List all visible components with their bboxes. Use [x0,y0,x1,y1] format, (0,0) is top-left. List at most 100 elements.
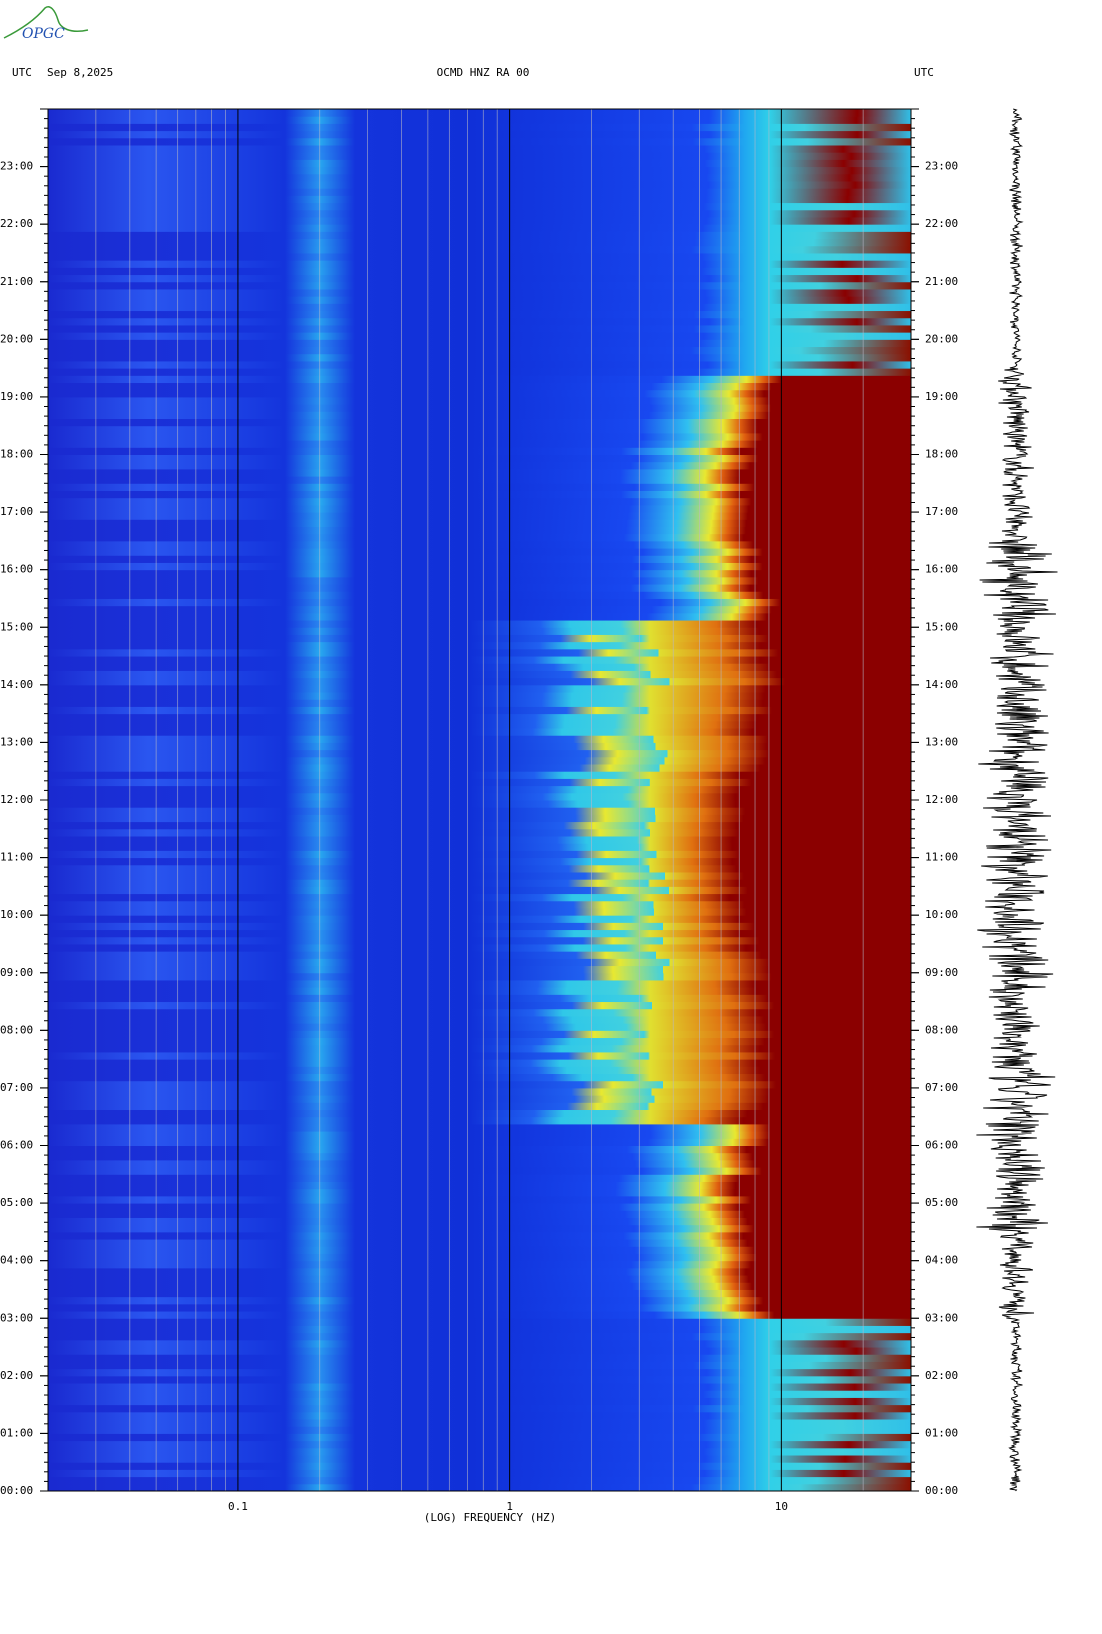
spectrogram-strip [48,720,911,729]
spectrogram-strip [48,1224,911,1233]
y-tick-label: 02:00 [925,1369,958,1382]
spectrogram-strip [48,548,911,556]
spectrogram-strip [48,821,911,830]
spectrogram-strip [48,1311,911,1319]
spectrogram-strip [48,389,911,398]
spectrogram-strip [48,677,911,686]
spectrogram-strip [48,360,911,369]
x-tick-label: 10 [775,1500,788,1513]
spectrogram-strip [48,922,911,931]
spectrogram-strip [48,1152,911,1161]
spectrogram-strip [48,195,911,204]
y-tick-label: 11:00 [925,851,958,864]
spectrogram-strip [48,656,911,664]
spectrogram-strip [48,807,911,815]
spectrogram-strip [48,1037,911,1046]
spectrogram-strip [48,576,911,585]
spectrogram-strip [48,1044,911,1053]
spectrogram-strip [48,857,911,866]
spectrogram-strip [48,332,911,340]
spectrogram-strip [48,915,911,923]
spectrogram-strip [48,1231,911,1240]
y-tick-label: 23:00 [925,160,958,173]
spectrogram-strip [48,850,911,859]
y-tick-label: 10:00 [925,908,958,921]
spectrogram-strip [48,173,911,182]
spectrogram-strip [48,1433,911,1442]
spectrogram-strip [48,907,911,916]
y-tick-label: 02:00 [0,1369,33,1382]
spectrogram-strip [48,828,911,837]
spectrogram-strip [48,1239,911,1247]
spectrogram-strip [48,533,911,542]
spectrogram-strip [48,684,911,693]
y-tick-label: 04:00 [0,1254,33,1267]
spectrogram-strip [48,972,911,981]
y-tick-label: 19:00 [0,390,33,403]
chart-title: OCMD HNZ RA 00 [437,66,530,79]
spectrogram-strip [48,260,911,268]
spectrogram-strip [48,159,911,168]
date: Sep 8,2025 [47,66,113,79]
spectrogram-strip [48,627,911,635]
y-tick-label: 23:00 [0,160,33,173]
spectrogram-strip [48,1087,911,1096]
spectrogram-strip [48,468,911,477]
spectrogram-strip [48,742,911,751]
spectrogram-strip [48,224,911,232]
spectrogram-strip [48,512,911,520]
spectrogram-strip [48,519,911,527]
spectrogram-strip [48,979,911,988]
spectrogram-strip [48,994,911,1003]
spectrogram-strip [48,252,911,261]
spectrogram-strip [48,425,911,434]
y-tick-label: 06:00 [0,1139,33,1152]
spectrogram-strip [48,562,911,571]
spectrogram-strip [48,749,911,758]
spectrogram-strip [48,109,911,117]
y-tick-label: 05:00 [925,1196,958,1209]
spectrogram-strip [48,375,911,384]
spectrogram-strip [48,871,911,880]
spectrogram-strip [48,497,911,506]
y-tick-label: 03:00 [925,1311,958,1324]
spectrogram-strip [48,1073,911,1082]
spectrogram-strip [48,1419,911,1427]
spectrogram-strip [48,1246,911,1254]
y-tick-label: 22:00 [0,217,33,230]
y-tick-label: 15:00 [925,620,958,633]
spectrogram-strip [48,310,911,319]
spectrogram-strip [48,612,911,621]
spectrogram-strip [48,267,911,276]
spectrogram-strip [48,346,911,355]
y-tick-label: 22:00 [925,217,958,230]
spectrogram-strip [48,1476,911,1485]
spectrogram-strip [48,1116,911,1125]
spectrogram-strip [48,641,911,650]
y-tick-label: 20:00 [925,332,958,345]
spectrogram-strip [48,152,911,160]
spectrogram-strip [48,1361,911,1370]
seismogram-trace [976,108,1058,1492]
spectrogram-strip [48,728,911,736]
spectrogram-strip [48,864,911,873]
y-tick-label: 14:00 [925,678,958,691]
spectrogram-strip [48,1411,911,1420]
spectrogram-strip [48,274,911,283]
spectrogram-strip [48,144,911,153]
y-tick-label: 16:00 [925,563,958,576]
spectrogram-strip [48,231,911,240]
spectrogram-strip [48,382,911,391]
spectrogram-strip [48,1253,911,1262]
spectrogram-strip [48,1404,911,1413]
spectrogram-strip [48,1469,911,1478]
spectrogram-strip [48,476,911,484]
y-tick-label: 13:00 [0,735,33,748]
y-tick-label: 00:00 [925,1484,958,1497]
spectrogram-strip [48,835,911,844]
spectrogram-strip [48,216,911,225]
y-tick-label: 01:00 [925,1426,958,1439]
spectrogram-strip [48,324,911,333]
spectrogram-strip [48,929,911,938]
spectrogram-strip [48,1289,911,1298]
